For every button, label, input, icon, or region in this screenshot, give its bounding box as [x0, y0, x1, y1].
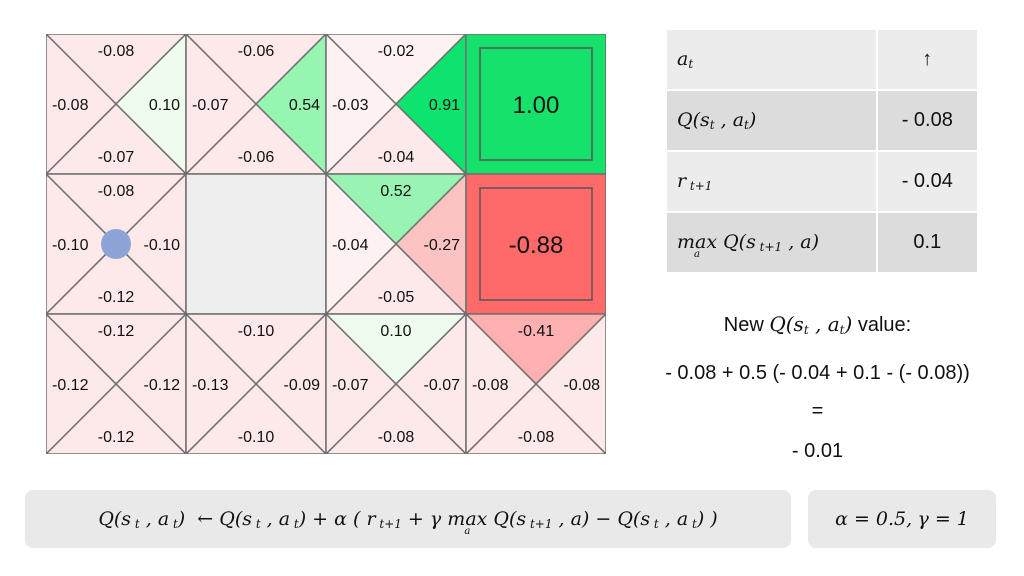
cell-r0c1-left-triangle	[185, 34, 258, 176]
action-value: ↑	[875, 30, 977, 90]
action-label: at	[667, 30, 877, 90]
cell-r2c0-down-value: -0.12	[98, 429, 135, 446]
gamma-param: γ = 1	[917, 508, 969, 530]
maxq-label: max a Q(s t+1 , a)	[667, 211, 877, 272]
cell-r2c2-left-triangle	[325, 312, 398, 454]
cell-r0c3-terminal	[465, 34, 606, 175]
hyperparameters: α = 0.5, γ = 1	[808, 490, 996, 548]
reward-value: - 0.04	[875, 150, 977, 212]
gridworld: -0.08 0.10 -0.07 -0.08 -0.06 0.54 -0.06 -0.07 -0…	[46, 34, 606, 454]
cell-r2c3-down-value: -0.08	[518, 429, 555, 446]
calc-expression: - 0.08 + 0.5 (- 0.04 + 0.1 - (- 0.08))	[665, 362, 970, 384]
cell-r0c3-terminal-value: 1.00	[513, 92, 560, 119]
cell-r1c1-wall	[185, 173, 327, 315]
cell-r2c2-up-value: 0.10	[380, 323, 411, 340]
cell-r1c2-right-value: -0.27	[424, 237, 461, 254]
cell-r1c0-up-value: -0.08	[98, 183, 135, 200]
cell-r2c2-right-value: -0.07	[424, 377, 461, 394]
cell-r2c0-left-triangle	[46, 312, 118, 454]
reward-label: r t+1	[667, 150, 877, 212]
cell-r2c1-left-triangle	[185, 312, 258, 454]
alpha-param: α = 0.5,	[835, 508, 913, 530]
cell-r2c1-right-value: -0.09	[284, 377, 321, 394]
cell-r0c0-down-value: -0.07	[98, 149, 135, 166]
q-learning-formula: Q(s t , a t) ← Q(s t , a t) + α ( r t+1 …	[25, 490, 791, 548]
cell-r1c0-down-value: -0.12	[98, 289, 135, 306]
cell-r1c3-terminal-value: -0.88	[509, 232, 564, 259]
cell-r2c1-left-value: -0.13	[192, 377, 229, 394]
cell-r0c1-right-value: 0.54	[289, 97, 320, 114]
cell-r0c2-left-triangle	[325, 34, 398, 176]
cell-r0c0-left-triangle	[46, 34, 118, 176]
cell-r1c0-left-value: -0.10	[52, 237, 89, 254]
new-q-heading: New Q(st , at) value:	[723, 312, 912, 337]
cell-r0c1-down-value: -0.06	[238, 149, 275, 166]
cell-r1c3-terminal-inner	[479, 187, 593, 301]
cell-r2c1-down-value: -0.10	[238, 429, 275, 446]
q-label: Q(st , at)	[667, 89, 877, 151]
cell-r0c0-right-value: 0.10	[149, 97, 180, 114]
cell-r1c2-left-value: -0.04	[332, 237, 369, 254]
cell-r1c2-up-value: 0.52	[380, 183, 411, 200]
cell-r1c0-left-triangle	[46, 172, 118, 316]
maxq-value: 0.1	[875, 211, 977, 272]
cell-r0c3-terminal-inner	[479, 47, 593, 161]
cell-r0c2-up-value: -0.02	[378, 43, 415, 60]
cell-r1c2-down-value: -0.05	[378, 289, 415, 306]
cell-r1c3-terminal	[465, 173, 606, 315]
cell-r0c1-left-value: -0.07	[192, 97, 229, 114]
cell-r0c1-up-value: -0.06	[238, 43, 275, 60]
cell-r2c3-left-triangle	[465, 312, 538, 454]
cell-r0c2-left-value: -0.03	[332, 97, 369, 114]
cell-r1c0-right-value: -0.10	[144, 237, 181, 254]
cell-r2c3-right-value: -0.08	[564, 377, 601, 394]
cell-r0c2-right-value: 0.91	[429, 97, 460, 114]
cell-r2c3-left-value: -0.08	[472, 377, 509, 394]
agent-marker	[101, 229, 131, 259]
cell-r2c1-up-value: -0.10	[238, 323, 275, 340]
cell-r1c2-left-triangle	[325, 172, 398, 316]
calc-result: - 0.01	[791, 440, 844, 462]
cell-r2c0-left-value: -0.12	[52, 377, 89, 394]
cell-r0c0-up-value: -0.08	[98, 43, 135, 60]
cell-r2c0-up-value: -0.12	[98, 323, 135, 340]
cell-r0c0-left-value: -0.08	[52, 97, 89, 114]
update-table: at ↑ Q(st , at) - 0.08 r t+1 - 0.04 max a…	[667, 30, 977, 272]
cell-r0c2-down-value: -0.04	[378, 149, 415, 166]
q-value: - 0.08	[875, 89, 977, 151]
cell-r2c3-up-value: -0.41	[518, 323, 555, 340]
cell-r2c2-down-value: -0.08	[378, 429, 415, 446]
cell-r2c0-right-value: -0.12	[144, 377, 181, 394]
calc-equals: =	[811, 400, 824, 422]
cell-r2c2-left-value: -0.07	[332, 377, 369, 394]
